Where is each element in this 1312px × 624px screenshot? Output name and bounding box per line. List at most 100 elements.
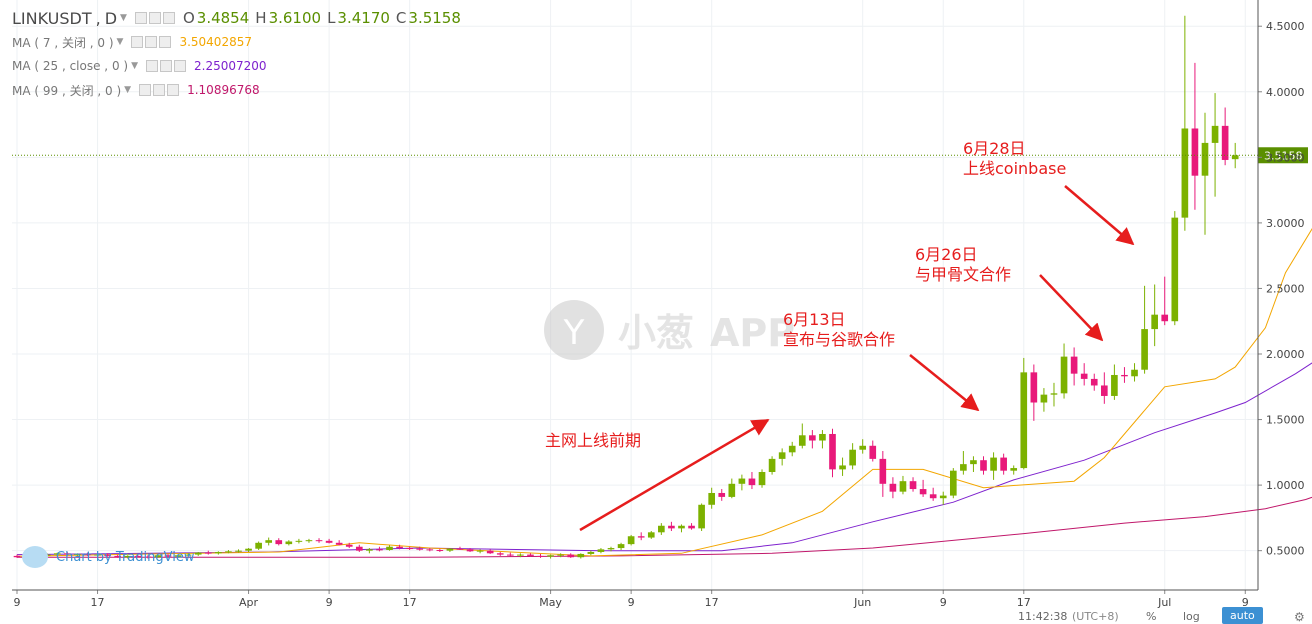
candle-down [919,479,927,497]
candle-up [94,553,101,558]
candle-up [517,553,524,558]
candle-body [647,532,655,538]
last-price-label: 3.5158 [1264,149,1303,162]
ma25-line [16,362,1312,556]
candle-up [1181,15,1189,231]
candle-up [245,548,252,552]
chevron-down-icon[interactable]: ▼ [116,37,124,47]
candle-up [124,555,132,559]
indicator-label[interactable]: MA ( 7 , 关闭 , 0 ) [12,35,114,50]
gear-icon[interactable] [145,36,158,48]
candle-body [718,492,726,497]
annotation-arrow [909,354,980,412]
candle-body [386,546,393,551]
candle-up [1151,284,1158,347]
candle-down [275,538,283,546]
candle-down [1090,373,1098,391]
candle-up [728,478,736,499]
candle-body [879,458,887,484]
candle-body [416,548,424,550]
candle-body [345,544,353,547]
interval-label[interactable]: D [104,8,118,28]
candle-down [1080,363,1088,386]
candle-body [235,550,242,552]
candle-down [879,451,887,497]
candle-down [64,551,71,556]
candle-up [476,549,484,554]
candle-up [577,553,585,559]
candle-body [285,541,293,545]
watermark-text-cn: 小葱 [618,311,694,355]
watermark-logo-glyph: Y [563,313,585,353]
annotation-arrow [1064,185,1135,246]
close-icon[interactable] [174,60,186,72]
candle-down [809,430,816,449]
candle-body [174,555,182,557]
candle-body [255,542,262,549]
indicator-label[interactable]: MA ( 99 , 关闭 , 0 ) [12,83,122,98]
timezone-label[interactable]: (UTC+8) [1072,610,1119,623]
chevron-down-icon[interactable]: ▼ [120,13,127,23]
tradingview-branding[interactable]: Chart by TradingView [22,546,194,568]
gear-icon[interactable]: ⚙ [1294,610,1305,624]
indicator-label[interactable]: MA ( 25 , close , 0 ) [12,59,129,73]
candle-down [1030,364,1038,421]
candle-body [869,445,877,459]
candle-body [839,465,846,470]
y-tick-label: 1.5000 [1266,414,1305,427]
candle-down [104,553,111,557]
candle-body [114,555,122,558]
candle-body [758,472,766,486]
axes: 0.5000 1.0000 1.5000 2.0000 2.5000 3.0000 3.50… [12,0,1305,609]
gear-icon[interactable] [160,60,172,72]
close-icon[interactable] [162,12,175,24]
candle-up [949,468,957,499]
eye-icon[interactable] [139,84,152,96]
candle-body [637,536,645,538]
candle-body [1191,128,1199,176]
low-value: 3.4170 [337,9,390,27]
candle-body [1020,372,1028,469]
open-label: O [182,9,195,27]
candle-body [668,525,675,529]
gear-icon[interactable] [134,12,147,24]
candle-up [1040,388,1048,412]
candle-body [396,546,403,549]
percent-toggle[interactable]: % [1146,610,1157,623]
candle-body [215,551,222,554]
eye-icon[interactable] [131,36,144,48]
chevron-down-icon[interactable]: ▼ [124,85,132,95]
chevron-down-icon[interactable]: ▼ [131,61,138,71]
candle-body [456,548,464,550]
candle-up [1171,211,1179,326]
auto-scale-toggle[interactable]: auto [1222,607,1263,624]
settings-icon[interactable] [148,12,161,24]
x-tick-label: May [539,596,562,609]
branding-text[interactable]: Chart by TradingView [56,549,195,565]
close-icon[interactable] [159,36,172,48]
candle-down [929,487,937,501]
candle-body [597,549,605,552]
x-tick-label: 9 [14,596,21,609]
annotation-text: 6月13日 [783,310,846,329]
candle-body [446,548,454,551]
close-icon[interactable] [167,84,180,96]
gear-icon[interactable] [153,84,166,96]
candle-up [225,550,232,554]
eye-icon[interactable] [146,60,158,72]
x-tick-label: 9 [1242,596,1249,609]
candle-down [748,472,756,490]
candle-up [386,545,393,551]
candle-up [1020,357,1028,470]
log-toggle[interactable]: log [1183,610,1200,623]
candle-body [557,554,564,556]
candle-down [688,523,695,530]
candle-body [13,555,21,558]
candle-up [184,553,192,557]
annotation-text: 与甲骨文合作 [915,265,1011,284]
candle-up [708,487,716,509]
symbol-name[interactable]: LINKUSDT [12,8,92,28]
